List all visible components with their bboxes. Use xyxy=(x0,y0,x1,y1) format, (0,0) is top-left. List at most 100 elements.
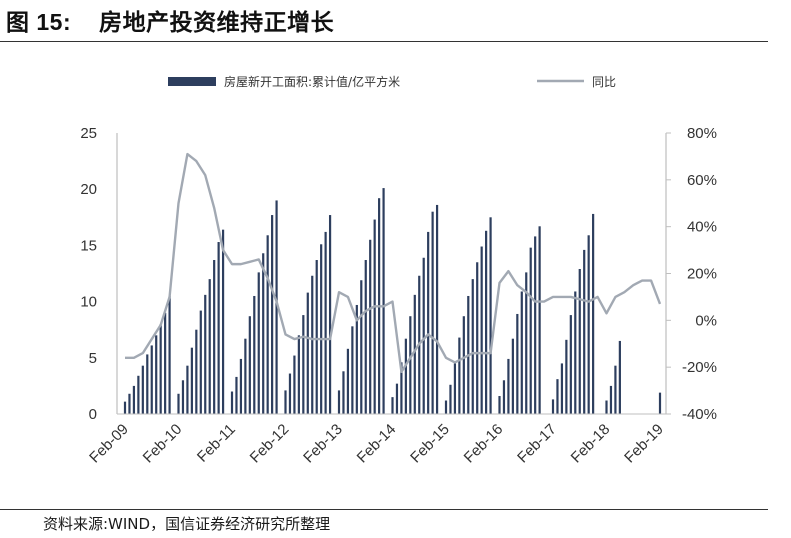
bar xyxy=(128,393,131,414)
bar xyxy=(565,339,568,414)
bar xyxy=(302,315,305,414)
bar xyxy=(253,295,256,414)
bar xyxy=(177,393,180,414)
y-right-tick-label: 0% xyxy=(695,312,717,329)
bar xyxy=(569,315,572,414)
figure-title-text: 房地产投资维持正增长 xyxy=(99,10,335,36)
bar xyxy=(489,217,492,414)
bar xyxy=(132,385,136,414)
bar xyxy=(235,376,238,414)
bar xyxy=(498,396,501,414)
bar xyxy=(141,365,144,414)
bar xyxy=(168,295,171,414)
bar xyxy=(516,313,519,414)
x-tick-label: Feb-15 xyxy=(407,421,453,467)
bar xyxy=(137,375,140,414)
y-right-tick-label: 80% xyxy=(687,125,717,142)
bar xyxy=(435,204,439,414)
bar xyxy=(485,230,488,414)
bar xyxy=(346,348,350,414)
bar xyxy=(373,219,376,414)
y-left-tick-label: 20 xyxy=(80,181,97,198)
bar xyxy=(578,269,581,414)
bar xyxy=(364,260,367,414)
bar xyxy=(422,257,425,414)
y-left-tick-label: 25 xyxy=(80,125,97,142)
y-left-tick-label: 10 xyxy=(80,294,97,311)
bar xyxy=(315,260,318,414)
bar xyxy=(230,391,234,414)
bar xyxy=(186,365,189,414)
bar xyxy=(560,363,564,414)
x-tick-label: Feb-14 xyxy=(354,421,400,467)
bar xyxy=(355,304,358,414)
bar xyxy=(195,329,198,414)
bar xyxy=(502,380,506,414)
bar xyxy=(244,338,247,414)
bar xyxy=(257,272,260,414)
bar xyxy=(199,310,202,414)
bar xyxy=(462,316,465,414)
bar xyxy=(476,262,479,414)
yoy-line xyxy=(125,152,662,374)
bar xyxy=(458,337,461,414)
bar xyxy=(311,275,314,414)
y-left-tick-label: 15 xyxy=(80,237,97,254)
legend-bar-swatch xyxy=(168,77,216,86)
bar xyxy=(538,226,541,414)
bar xyxy=(328,215,332,414)
bar xyxy=(400,362,403,414)
y-right-tick-label: 40% xyxy=(687,219,717,236)
bar xyxy=(583,249,586,414)
bar xyxy=(360,280,363,414)
bar xyxy=(190,347,193,414)
source-note: 资料来源:WIND，国信证券经济研究所整理 xyxy=(43,515,331,533)
bar xyxy=(337,390,341,414)
bar xyxy=(658,392,662,414)
bar xyxy=(266,235,269,414)
bar xyxy=(413,294,416,414)
bar xyxy=(159,324,162,414)
bar xyxy=(369,239,372,414)
bar xyxy=(480,246,483,414)
bar xyxy=(284,390,287,414)
bar xyxy=(123,401,127,414)
bar xyxy=(324,231,327,414)
bottom-rule xyxy=(0,509,768,510)
bar xyxy=(248,316,251,414)
bar xyxy=(511,338,514,414)
bar xyxy=(529,247,532,414)
bar xyxy=(534,236,537,414)
top-rule xyxy=(0,41,768,42)
x-tick-label: Feb-10 xyxy=(140,421,186,467)
bar xyxy=(239,358,243,414)
bar xyxy=(221,229,225,414)
bar xyxy=(471,279,474,414)
bar xyxy=(217,242,220,414)
bar xyxy=(409,316,412,414)
bar xyxy=(146,354,149,414)
bar xyxy=(271,215,274,414)
bar xyxy=(382,188,385,414)
bar xyxy=(181,380,185,414)
bar xyxy=(453,363,457,414)
bar xyxy=(525,272,528,414)
bar xyxy=(507,358,510,414)
bar xyxy=(520,291,523,414)
bar xyxy=(204,294,207,414)
x-tick-label: Feb-12 xyxy=(247,421,293,467)
bar xyxy=(404,338,407,414)
bar xyxy=(293,355,296,414)
legend-line-label: 同比 xyxy=(592,75,616,89)
bar xyxy=(551,399,555,414)
bar xyxy=(587,235,590,414)
bar xyxy=(306,292,309,414)
bar xyxy=(208,279,211,414)
bar xyxy=(609,385,613,414)
x-tick-label: Feb-09 xyxy=(86,421,132,467)
bar xyxy=(556,379,559,414)
bar xyxy=(150,345,153,414)
legend-bar-label: 房屋新开工面积:累计值/亿平方米 xyxy=(224,74,400,89)
x-tick-label: Feb-18 xyxy=(568,421,614,467)
bar xyxy=(288,373,292,414)
